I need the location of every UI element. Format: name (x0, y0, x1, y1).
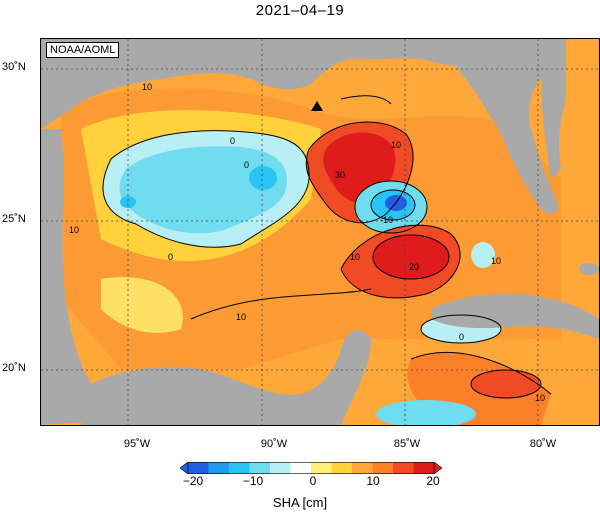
contour-lines (102, 95, 552, 399)
lat-label-25n: 25˚N (2, 213, 26, 225)
contour-label: 0 (230, 136, 236, 146)
contour-label: -10 (380, 215, 394, 225)
cold-anomaly (249, 166, 277, 190)
map-title: 2021–04–19 (255, 2, 345, 19)
lat-label-20n: 20˚N (2, 362, 26, 374)
contour-label: 10 (350, 252, 361, 262)
lon-label-90w: 90˚W (260, 438, 288, 450)
contour-label: 10 (142, 82, 153, 92)
colorbar-tick: 10 (366, 474, 380, 488)
land-yucatan (81, 330, 371, 425)
colorbar-tick: −10 (242, 474, 264, 488)
land-atlantic-coast (541, 39, 566, 179)
colorbar-tick: 0 (309, 474, 317, 488)
contour-label: 0 (168, 252, 174, 262)
colorbar-segment (270, 462, 291, 474)
colorbar-segment (249, 462, 271, 474)
credit-box: NOAA/AOML (46, 42, 120, 58)
contour-label: 20 (409, 262, 420, 272)
sha-map (40, 38, 600, 426)
colorbar-segment (352, 462, 373, 474)
cold-anomaly (471, 242, 495, 268)
colorbar-segment (331, 462, 353, 474)
colorbar-arrow-high (433, 461, 443, 475)
colorbar-title: SHA [cm] (272, 495, 328, 510)
warm-anomaly (373, 235, 449, 279)
anomaly-region (561, 39, 599, 425)
anomaly-region (101, 277, 183, 333)
contour-label: 10 (535, 393, 546, 403)
colorbar-segment (208, 462, 230, 474)
colorbar-segment (311, 462, 332, 474)
colorbar-segment (372, 462, 394, 474)
colorbar (179, 461, 443, 475)
land-bahamas (579, 263, 599, 275)
marker-triangle (311, 101, 323, 111)
contour-label: 0 (459, 332, 465, 342)
colorbar-segment (393, 462, 414, 474)
colorbar-tick: −20 (182, 474, 204, 488)
cold-anomaly (376, 400, 476, 425)
land-cuba (431, 293, 599, 339)
colorbar-segment (413, 462, 435, 474)
land-mexico (41, 129, 171, 425)
lon-label-85w: 85˚W (393, 438, 421, 450)
contour-label: 30 (335, 170, 346, 180)
contour-label: 10 (491, 256, 502, 266)
lon-label-80w: 80˚W (529, 438, 557, 450)
colorbar-segment (188, 462, 209, 474)
colorbar-border (187, 462, 435, 474)
land-florida (441, 39, 558, 215)
colorbar-gradient (179, 461, 443, 475)
lon-label-95w: 95˚W (123, 438, 151, 450)
contour-label: 10 (69, 225, 80, 235)
colorbar-tick: 20 (426, 474, 440, 488)
colorbar-segment (229, 462, 250, 474)
contour-label: 0 (244, 160, 250, 170)
sha-field (41, 39, 599, 425)
contour-label: 10 (391, 140, 402, 150)
colorbar-segment (290, 462, 312, 474)
cold-anomaly (120, 196, 136, 208)
cold-anomaly (119, 146, 287, 234)
warm-anomaly (471, 370, 541, 398)
lat-label-30n: 30˚N (2, 61, 26, 73)
contour-label: 10 (236, 312, 247, 322)
colorbar-arrow-low (179, 461, 189, 475)
